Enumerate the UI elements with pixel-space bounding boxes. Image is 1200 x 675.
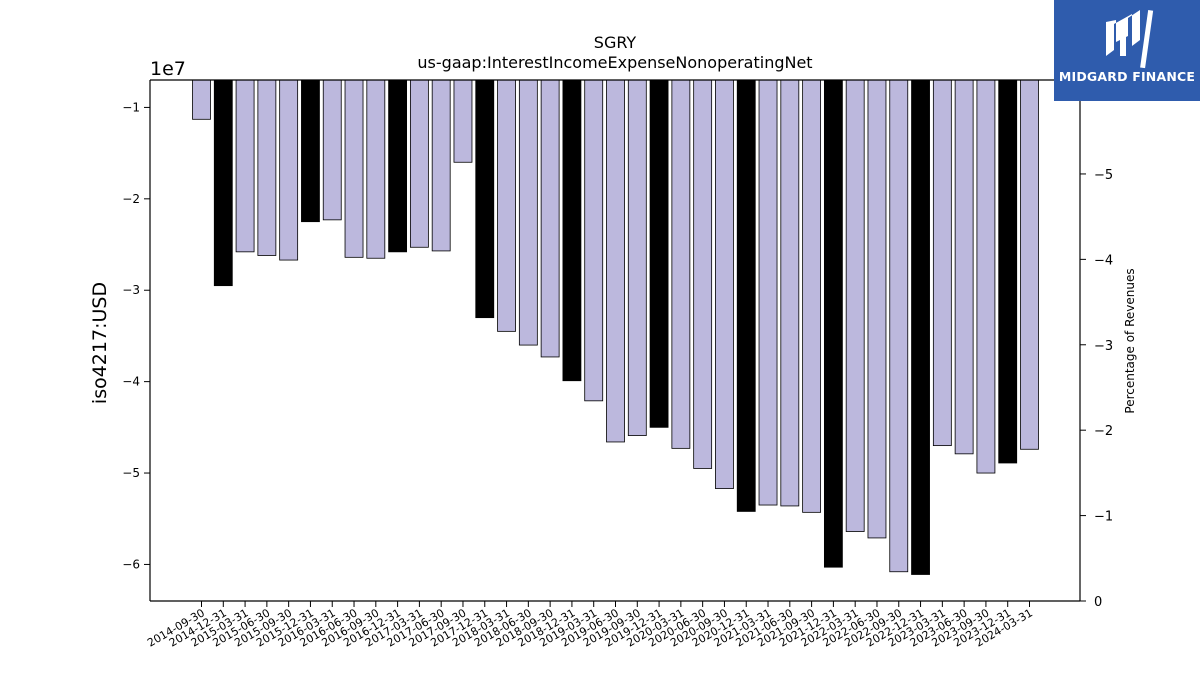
bar-2015-09-30 — [279, 79, 299, 261]
bars-group — [192, 79, 1039, 575]
bar-2017-09-30 — [453, 79, 473, 163]
y-tick-label: −3 — [122, 283, 140, 297]
chart-subtitle: us-gaap:InterestIncomeExpenseNonoperatin… — [417, 53, 812, 72]
y-tick-label: −2 — [122, 192, 140, 206]
bar-2023-06-30 — [954, 79, 974, 455]
bar-2022-03-31 — [845, 79, 865, 532]
bar-2023-03-31 — [932, 79, 952, 447]
y-axis-label: iso4217:USD — [89, 282, 111, 404]
bar-2018-03-31 — [497, 79, 516, 332]
bar-2018-12-31 — [562, 79, 582, 382]
bar-2022-12-31 — [911, 79, 930, 575]
y2-tick-label: −1 — [1094, 510, 1113, 525]
bar-2018-09-30 — [540, 79, 560, 358]
y2-tick-label: −4 — [1094, 253, 1113, 268]
logo-text: MIDGARD FINANCE — [1058, 69, 1196, 84]
bar-2022-09-30 — [889, 79, 909, 573]
bar-2021-06-30 — [780, 79, 800, 507]
bar-2017-03-31 — [409, 79, 429, 248]
bar-2020-03-31 — [671, 79, 691, 449]
y2-tick-label: 0 — [1094, 595, 1102, 610]
y2-tick-label: −2 — [1094, 424, 1113, 439]
logo-mark-icon — [1106, 10, 1154, 69]
y2-tick-label: −5 — [1094, 168, 1113, 183]
bar-2023-12-31 — [998, 79, 1018, 464]
bar-2016-12-31 — [388, 79, 408, 253]
bar-2019-06-30 — [606, 79, 625, 443]
y-tick-label: −6 — [122, 557, 140, 571]
bar-2023-09-30 — [976, 79, 996, 474]
y-tick-label: −5 — [122, 466, 140, 480]
bar-2017-06-30 — [431, 79, 451, 252]
bar-2021-09-30 — [802, 79, 822, 513]
y2-tick-label: −3 — [1094, 339, 1113, 354]
bar-2024-03-31 — [1020, 79, 1039, 450]
bar-2014-12-31 — [213, 79, 233, 287]
y-offset-label: 1e7 — [150, 58, 186, 80]
bar-2022-06-30 — [867, 79, 887, 539]
bar-2015-06-30 — [257, 79, 277, 256]
bar-2021-12-31 — [823, 79, 843, 568]
bar-2020-09-30 — [715, 79, 734, 489]
bar-2015-03-31 — [235, 79, 255, 253]
chart-title: SGRY — [594, 33, 637, 52]
bar-2020-06-30 — [693, 79, 713, 469]
bar-2015-12-31 — [301, 79, 320, 223]
midgard-finance-logo: MIDGARD FINANCE — [1054, 0, 1200, 101]
bar-2016-03-31 — [322, 79, 342, 221]
axes-group: 2014-09-302014-12-312015-03-312015-06-30… — [122, 79, 1113, 650]
bar-2021-03-31 — [758, 79, 778, 506]
bar-2019-03-31 — [584, 79, 604, 402]
bar-2017-12-31 — [475, 79, 495, 319]
y2-axis-label: Percentage of Revenues — [1123, 268, 1137, 413]
bar-2020-12-31 — [736, 79, 756, 512]
bar-2014-09-30 — [192, 79, 211, 120]
bar-2016-06-30 — [344, 79, 364, 258]
y-tick-label: −4 — [122, 375, 140, 389]
bar-2019-09-30 — [627, 79, 647, 436]
bar-2018-06-30 — [518, 79, 538, 346]
bar-2016-09-30 — [366, 79, 386, 259]
bar-2019-12-31 — [649, 79, 669, 428]
y-tick-label: −1 — [122, 100, 140, 114]
